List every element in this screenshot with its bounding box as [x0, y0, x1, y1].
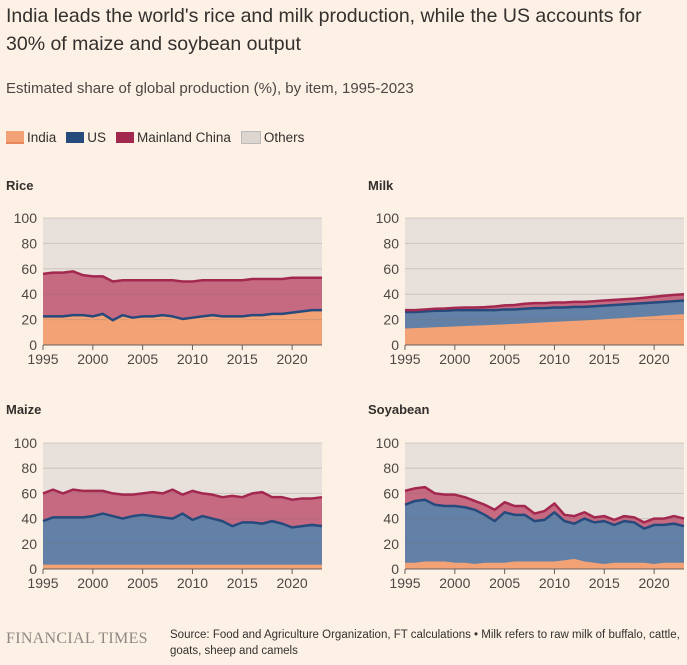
- legend-item-others: Others: [240, 130, 305, 145]
- y-tick-label: 80: [21, 460, 37, 476]
- y-tick-label: 40: [21, 286, 37, 302]
- y-tick-label: 100: [14, 210, 38, 226]
- panel-title: Rice: [6, 178, 33, 193]
- x-tick-label: 2005: [127, 351, 158, 367]
- area-india: [405, 560, 684, 569]
- panel-soyabean: Soyabean 0 20 40 60 80 100 1995 2000 2005 2010 2015…: [368, 402, 685, 591]
- y-tick-label: 80: [383, 460, 399, 476]
- x-tick-label: 1995: [389, 351, 420, 367]
- x-tick-label: 2010: [539, 575, 570, 591]
- x-tick-label: 2000: [77, 351, 108, 367]
- line-us: [404, 498, 685, 530]
- panel-title: Milk: [368, 178, 394, 193]
- line-mainland-china: [42, 270, 322, 283]
- y-tick-label: 60: [21, 261, 37, 277]
- x-tick-label: 2015: [589, 575, 620, 591]
- legend: India US Mainland China Others: [6, 130, 304, 145]
- legend-swatch: [116, 132, 135, 143]
- line-us: [42, 512, 323, 529]
- panel-milk: Milk 0 20 40 60 80 100 1995 2000 2005 2010 2015 2020: [368, 178, 685, 367]
- area-mainland-china: [43, 271, 322, 321]
- line-mainland-china: [404, 485, 685, 524]
- x-tick-label: 1995: [27, 575, 58, 591]
- legend-item-us: US: [66, 130, 106, 145]
- y-tick-label: 0: [29, 561, 37, 577]
- panel-rice: Rice 0 20 40 60 80 100 1995 2000 2005 2010 2015 2020: [6, 178, 322, 367]
- x-tick-label: 2010: [177, 351, 208, 367]
- y-tick-label: 100: [14, 435, 38, 451]
- source-note: Source: Food and Agriculture Organizatio…: [170, 629, 680, 657]
- line-mainland-china: [42, 488, 323, 501]
- y-tick-label: 40: [383, 511, 399, 527]
- x-tick-label: 2020: [639, 351, 670, 367]
- y-tick-label: 0: [391, 561, 399, 577]
- x-tick-label: 2005: [489, 351, 520, 367]
- area-india: [405, 315, 684, 345]
- x-tick-label: 1995: [389, 575, 420, 591]
- panel-title: Soyabean: [368, 402, 429, 417]
- y-tick-label: 80: [21, 235, 37, 251]
- area-us: [405, 300, 684, 330]
- y-tick-label: 40: [383, 286, 399, 302]
- line-india: [405, 558, 684, 567]
- y-tick-label: 20: [383, 536, 399, 552]
- area-us: [405, 499, 684, 566]
- x-tick-label: 2000: [77, 575, 108, 591]
- legend-item-india: India: [6, 130, 56, 145]
- x-tick-label: 2015: [227, 575, 258, 591]
- y-tick-label: 20: [383, 312, 399, 328]
- y-tick-label: 60: [383, 485, 399, 501]
- y-tick-label: 40: [21, 511, 37, 527]
- legend-item-china: Mainland China: [116, 130, 231, 145]
- x-tick-label: 2015: [227, 351, 258, 367]
- area-india: [43, 311, 322, 345]
- line-india: [43, 310, 322, 324]
- legend-swatch: [66, 132, 85, 143]
- y-tick-label: 0: [391, 337, 399, 353]
- x-tick-label: 2020: [277, 575, 308, 591]
- line-mainland-china: [405, 292, 685, 312]
- x-tick-label: 2000: [439, 351, 470, 367]
- x-tick-label: 2005: [127, 575, 158, 591]
- chart-subtitle: Estimated share of global production (%)…: [6, 80, 414, 97]
- line-us: [405, 299, 685, 314]
- x-tick-label: 2015: [589, 351, 620, 367]
- panel-maize: Maize 0 20 40 60 80 100 1995 2000 2005 2010 2015 202…: [6, 402, 323, 591]
- legend-label: US: [87, 130, 107, 145]
- area-us: [43, 513, 322, 566]
- y-tick-label: 100: [376, 435, 400, 451]
- y-tick-label: 20: [21, 536, 37, 552]
- chart-title: India leads the world's rice and milk pr…: [6, 5, 642, 55]
- y-tick-label: 60: [383, 261, 399, 277]
- y-tick-label: 100: [376, 210, 400, 226]
- y-tick-label: 20: [21, 312, 37, 328]
- legend-label: Others: [263, 130, 305, 145]
- y-tick-label: 0: [29, 337, 37, 353]
- x-tick-label: 2010: [539, 351, 570, 367]
- x-tick-label: 2005: [489, 575, 520, 591]
- x-tick-label: 1995: [27, 351, 58, 367]
- legend-swatch: [6, 131, 24, 144]
- panel-title: Maize: [6, 402, 41, 417]
- line-india: [404, 314, 685, 332]
- legend-label: India: [27, 130, 57, 145]
- x-tick-label: 2020: [639, 575, 670, 591]
- x-tick-label: 2000: [439, 575, 470, 591]
- line-us: [43, 308, 322, 322]
- y-tick-label: 80: [383, 235, 399, 251]
- ft-logo: FINANCIAL TIMES: [6, 630, 148, 647]
- area-mainland-china: [43, 489, 322, 528]
- legend-label: Mainland China: [137, 130, 231, 145]
- legend-swatch: [240, 131, 261, 144]
- y-tick-label: 60: [21, 485, 37, 501]
- x-tick-label: 2020: [277, 351, 308, 367]
- x-tick-label: 2010: [177, 575, 208, 591]
